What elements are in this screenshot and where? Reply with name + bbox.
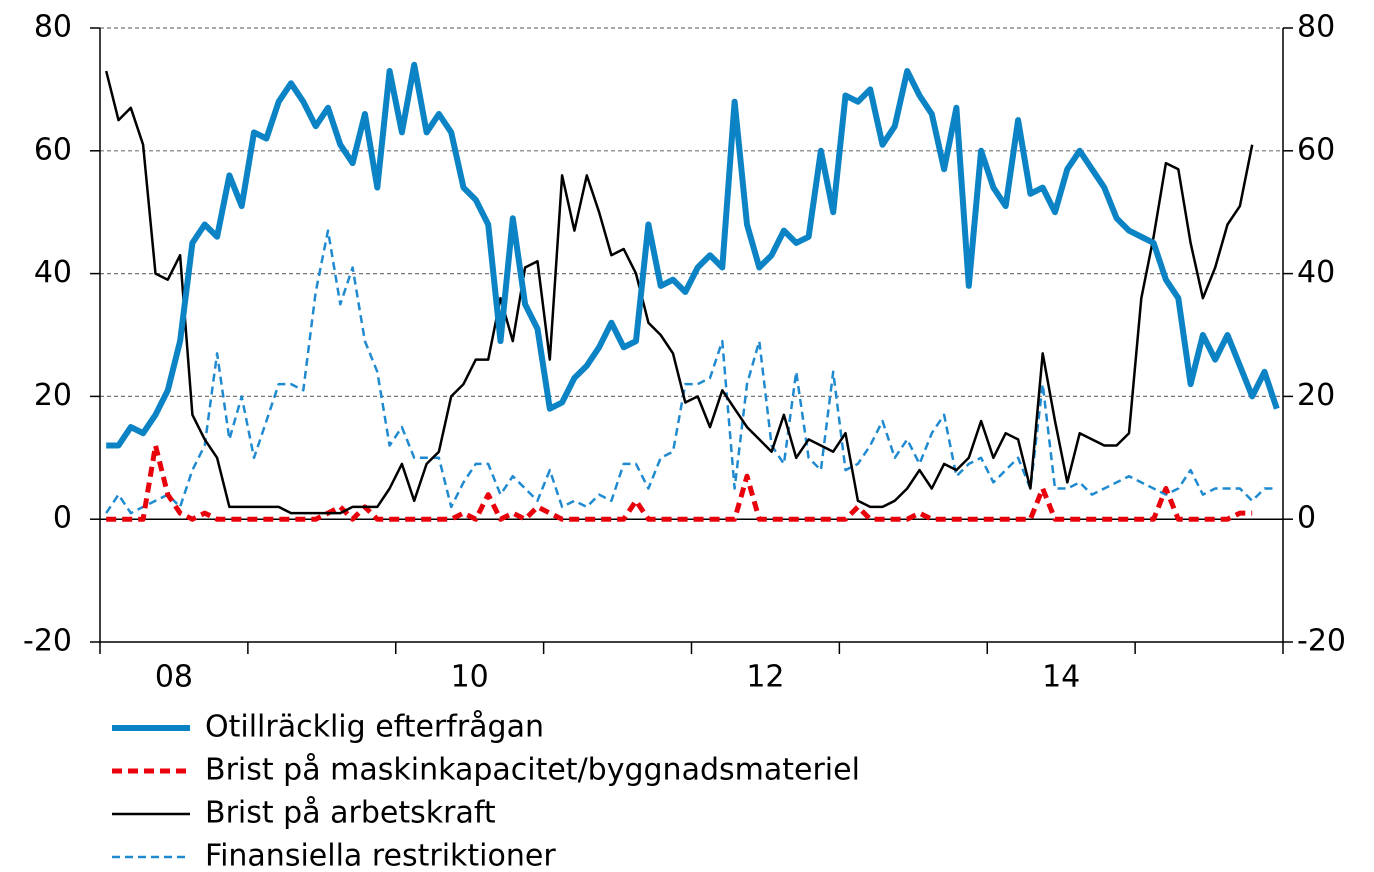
x-tick-label: 10 [451,660,489,695]
legend-label: Brist på arbetskraft [205,796,496,831]
y-tick-label: 40 [34,255,72,290]
legend-label: Otillräcklig efterfrågan [205,710,544,745]
y-tick-label: -20 [23,624,72,659]
y2-tick-label: 0 [1297,501,1316,536]
legend-label: Brist på maskinkapacitet/byggnadsmaterie… [205,753,860,788]
series-line [104,70,1254,515]
series-line [106,443,1253,522]
x-tick-label: 12 [746,660,784,695]
y-tick-label: 60 [34,132,72,167]
legend-label: Finansiella restriktioner [205,839,556,869]
series-line [106,61,1280,449]
y2-tick-label: -20 [1297,624,1346,659]
y2-tick-label: 40 [1297,255,1335,290]
y-tick-label: 20 [34,378,72,413]
y-tick-label: 0 [53,501,72,536]
x-tick-label: 08 [155,660,193,695]
y-tick-label: 80 [34,10,72,45]
series-line [105,229,1277,515]
y2-tick-label: 20 [1297,378,1335,413]
y2-tick-label: 60 [1297,132,1335,167]
x-tick-label: 14 [1042,660,1080,695]
y2-tick-label: 80 [1297,10,1335,45]
